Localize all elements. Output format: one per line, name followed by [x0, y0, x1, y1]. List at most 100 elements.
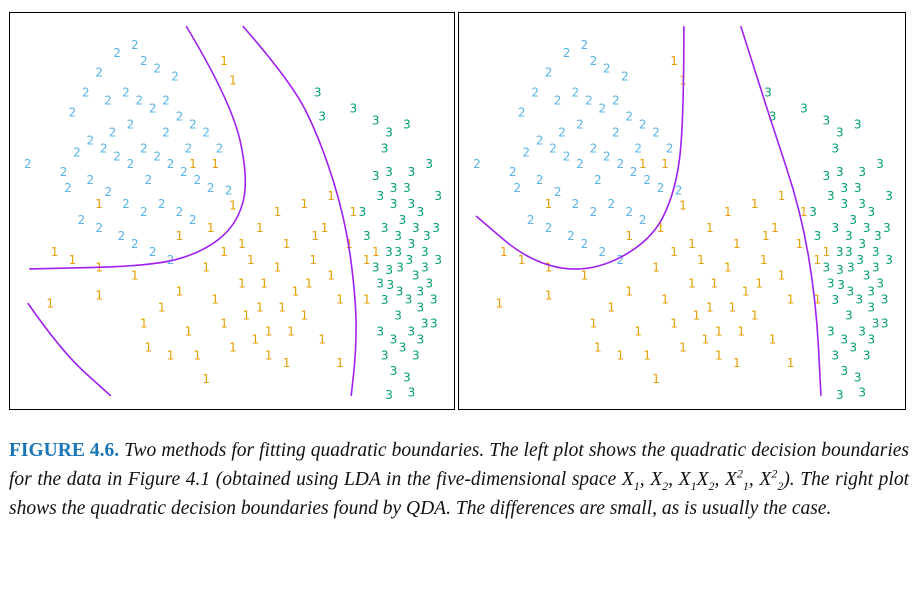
point-class-3: 3: [858, 197, 866, 211]
point-class-3: 3: [403, 371, 411, 385]
point-class-1: 1: [787, 293, 795, 307]
point-class-1: 1: [327, 189, 335, 203]
point-class-3: 3: [407, 197, 415, 211]
point-class-3: 3: [854, 181, 862, 195]
point-class-2: 2: [522, 145, 530, 159]
point-class-3: 3: [399, 213, 407, 227]
point-class-1: 1: [301, 308, 309, 322]
point-class-3: 3: [769, 109, 777, 123]
point-class-1: 1: [301, 197, 309, 211]
point-class-2: 2: [675, 183, 683, 197]
point-class-2: 2: [554, 94, 562, 108]
decision-boundary-0: [475, 26, 685, 270]
point-class-1: 1: [814, 293, 822, 307]
point-class-2: 2: [666, 141, 674, 155]
point-class-2: 2: [549, 141, 557, 155]
point-class-1: 1: [327, 269, 335, 283]
math-term: X2,: [650, 469, 679, 493]
point-class-1: 1: [260, 277, 268, 291]
point-class-1: 1: [256, 301, 264, 315]
point-class-3: 3: [885, 189, 893, 203]
point-class-2: 2: [599, 245, 607, 259]
point-class-3: 3: [858, 165, 866, 179]
point-class-1: 1: [305, 277, 313, 291]
point-class-1: 1: [247, 253, 255, 267]
caption-text-a: Two methods for fitting quadratic bounda…: [9, 440, 909, 490]
point-class-2: 2: [657, 181, 665, 195]
point-class-2: 2: [100, 141, 108, 155]
point-class-1: 1: [751, 308, 759, 322]
point-class-3: 3: [867, 332, 875, 346]
point-class-1: 1: [495, 297, 503, 311]
point-class-1: 1: [202, 372, 210, 386]
point-class-1: 1: [500, 245, 508, 259]
point-class-2: 2: [171, 70, 179, 84]
point-class-1: 1: [733, 356, 741, 370]
point-class-1: 1: [312, 229, 320, 243]
point-class-1: 1: [229, 340, 237, 354]
point-class-3: 3: [764, 86, 772, 100]
point-class-3: 3: [881, 316, 889, 330]
point-class-2: 2: [616, 253, 624, 267]
point-class-2: 2: [581, 237, 589, 251]
point-class-2: 2: [131, 38, 139, 52]
point-class-3: 3: [381, 348, 389, 362]
point-class-1: 1: [545, 289, 553, 303]
point-class-1: 1: [711, 277, 719, 291]
point-class-3: 3: [399, 340, 407, 354]
point-class-2: 2: [113, 46, 121, 60]
point-class-1: 1: [229, 74, 237, 88]
point-class-3: 3: [836, 263, 844, 277]
point-class-2: 2: [558, 125, 566, 139]
point-class-1: 1: [545, 197, 553, 211]
point-class-3: 3: [434, 189, 442, 203]
point-class-2: 2: [176, 109, 184, 123]
point-class-3: 3: [430, 316, 438, 330]
point-class-2: 2: [127, 157, 135, 171]
figure-label: FIGURE 4.6.: [9, 440, 120, 461]
point-class-2: 2: [563, 46, 571, 60]
point-class-2: 2: [643, 173, 651, 187]
point-class-3: 3: [831, 348, 839, 362]
point-class-1: 1: [755, 277, 763, 291]
point-class-3: 3: [432, 221, 440, 235]
point-class-3: 3: [390, 364, 398, 378]
point-class-1: 1: [518, 253, 526, 267]
point-class-1: 1: [158, 301, 166, 315]
point-class-2: 2: [207, 181, 215, 195]
point-class-1: 1: [796, 237, 804, 251]
point-class-2: 2: [176, 205, 184, 219]
point-class-3: 3: [858, 386, 866, 400]
point-class-2: 2: [603, 149, 611, 163]
point-class-3: 3: [421, 316, 429, 330]
point-class-3: 3: [831, 293, 839, 307]
point-class-1: 1: [616, 348, 624, 362]
point-class-1: 1: [256, 221, 264, 235]
point-class-3: 3: [876, 157, 884, 171]
point-class-2: 2: [652, 125, 660, 139]
point-class-2: 2: [536, 173, 544, 187]
decision-boundary-2: [27, 302, 112, 397]
point-class-2: 2: [162, 94, 170, 108]
point-class-2: 2: [518, 106, 526, 120]
point-class-2: 2: [158, 197, 166, 211]
point-class-3: 3: [390, 181, 398, 195]
point-class-3: 3: [809, 205, 817, 219]
point-class-1: 1: [670, 245, 678, 259]
point-class-3: 3: [416, 285, 424, 299]
point-class-1: 1: [697, 253, 705, 267]
point-class-1: 1: [661, 157, 669, 171]
point-class-1: 1: [545, 261, 553, 275]
point-class-2: 2: [612, 94, 620, 108]
point-class-1: 1: [688, 237, 696, 251]
point-class-1: 1: [167, 348, 175, 362]
point-class-1: 1: [688, 277, 696, 291]
point-class-2: 2: [113, 149, 121, 163]
point-class-1: 1: [706, 221, 714, 235]
point-class-3: 3: [426, 277, 434, 291]
point-class-3: 3: [416, 301, 424, 315]
point-class-1: 1: [265, 324, 273, 338]
point-class-3: 3: [394, 245, 402, 259]
point-class-3: 3: [385, 165, 393, 179]
